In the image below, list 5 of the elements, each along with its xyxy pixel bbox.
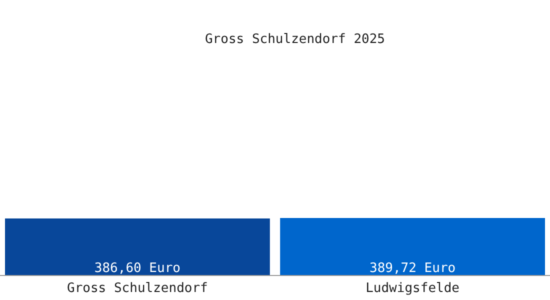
x-tick-label: Gross Schulzendorf [67,281,208,296]
data-label: 389,72 Euro [370,261,456,276]
chart-title: Gross Schulzendorf 2025 [204,32,386,47]
data-label: 386,60 Euro [94,261,180,276]
x-tick-label: Ludwigsfelde [366,281,460,296]
